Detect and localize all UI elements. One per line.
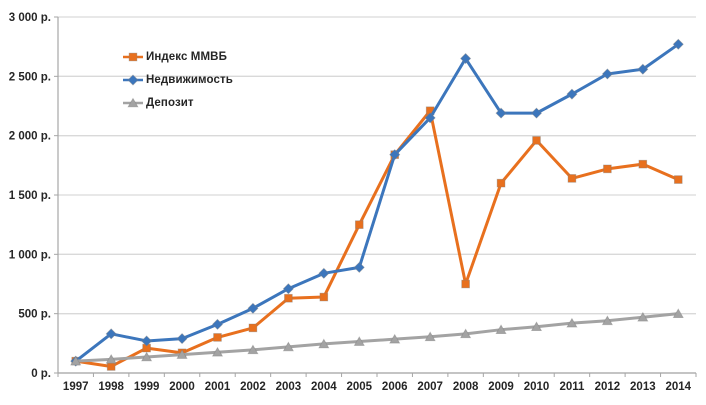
series-line-realty [74, 42, 680, 363]
square-marker [496, 178, 506, 188]
square-marker [248, 323, 258, 333]
triangle-marker [389, 333, 401, 344]
triangle-marker [211, 346, 224, 357]
line-diamond-marker-icon [123, 73, 143, 86]
triangle-marker [70, 355, 82, 366]
square-marker [461, 279, 470, 289]
x-axis-tick-label: 2007 [417, 381, 443, 393]
triangle-marker [424, 331, 436, 342]
triangle-marker [460, 328, 472, 339]
diamond-marker [389, 149, 401, 161]
x-axis-tick-label: 2002 [240, 381, 266, 393]
y-axis-tick-label: 2 000 р. [9, 131, 51, 143]
y-axis-tick-label: 500 р. [18, 309, 51, 321]
x-axis-tick-label: 2014 [665, 381, 691, 393]
diamond-marker [105, 328, 117, 340]
square-marker [638, 159, 648, 169]
square-marker [319, 292, 329, 302]
series-deposit [70, 308, 684, 366]
diamond-marker [176, 333, 188, 345]
x-axis-tick-label: 2011 [559, 381, 585, 393]
square-marker [354, 220, 364, 229]
diamond-marker [495, 107, 507, 119]
triangle-marker [495, 324, 507, 334]
square-marker [673, 175, 683, 184]
x-axis-tick-label: 2012 [595, 381, 621, 393]
triangle-marker [247, 344, 259, 355]
diamond-marker [424, 112, 436, 124]
y-axis-tick-label: 2 500 р. [9, 71, 51, 83]
x-axis-tick-label: 2010 [524, 381, 550, 393]
diamond-marker [247, 302, 259, 314]
x-axis-tick-label: 2013 [630, 381, 656, 393]
triangle-marker [601, 315, 613, 326]
diamond-marker [601, 68, 613, 80]
triangle-marker [176, 349, 188, 359]
square-marker [567, 174, 577, 183]
legend-label-micex: Индекс ММВБ [146, 50, 227, 63]
x-axis-tick-label: 1998 [98, 381, 124, 393]
legend: Индекс ММВБ Недвижимость Депозит [122, 49, 233, 110]
triangle-marker [353, 336, 365, 346]
diamond-marker [530, 107, 543, 119]
legend-item-deposit: Депозит [122, 95, 233, 110]
legend-label-deposit: Депозит [146, 96, 194, 109]
diamond-marker [127, 73, 139, 86]
legend-item-micex: Индекс ММВБ [122, 49, 233, 64]
diamond-marker [637, 63, 649, 75]
diamond-marker [318, 267, 330, 279]
diamond-marker [566, 88, 578, 100]
triangle-marker [318, 338, 330, 349]
triangle-marker [672, 308, 684, 318]
diamond-marker [282, 283, 294, 295]
triangle-marker [127, 97, 139, 107]
diamond-marker [211, 318, 224, 330]
legend-label-realty: Недвижимость [146, 73, 233, 86]
diamond-marker [672, 38, 684, 50]
y-axis-tick-label: 1 000 р. [9, 249, 51, 261]
legend-item-realty: Недвижимость [122, 72, 233, 87]
square-marker [106, 362, 116, 371]
diamond-marker [460, 52, 472, 65]
triangle-marker [141, 351, 153, 362]
line-square-marker-icon [123, 52, 143, 61]
triangle-marker [637, 311, 649, 322]
x-axis-tick-label: 2004 [311, 381, 337, 393]
square-marker [128, 52, 138, 61]
square-marker [532, 136, 541, 145]
x-axis-tick-label: 2009 [488, 381, 514, 393]
x-axis-tick-label: 2000 [169, 381, 195, 393]
square-marker [284, 293, 293, 303]
triangle-marker [282, 341, 294, 352]
triangle-marker [530, 321, 543, 332]
x-axis-tick-label: 2008 [453, 381, 479, 393]
triangle-marker [105, 353, 117, 364]
x-axis-tick-label: 2005 [346, 381, 372, 393]
square-marker [213, 333, 222, 342]
series-line-deposit [74, 312, 680, 363]
triangle-marker [566, 317, 578, 328]
y-axis-tick-label: 0 р. [31, 368, 51, 380]
x-axis-tick-label: 1997 [63, 381, 89, 393]
x-axis-tick-label: 2006 [382, 381, 408, 393]
diamond-marker [353, 261, 365, 273]
y-axis-tick-label: 1 500 р. [9, 190, 51, 202]
diamond-marker [141, 335, 153, 347]
line-triangle-marker-icon [123, 97, 143, 107]
x-axis-tick-label: 2001 [205, 381, 231, 393]
x-axis-tick-label: 2003 [276, 381, 302, 393]
y-axis-tick-label: 3 000 р. [9, 12, 51, 24]
series-line-micex [74, 109, 680, 368]
x-axis-tick-label: 1999 [134, 381, 160, 393]
series-micex [71, 106, 683, 371]
square-marker [603, 164, 612, 174]
